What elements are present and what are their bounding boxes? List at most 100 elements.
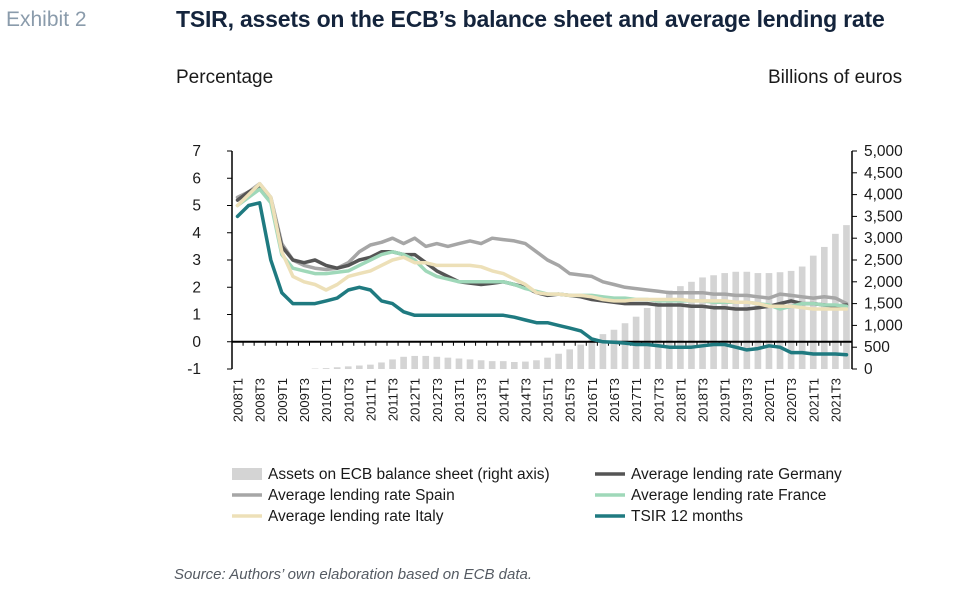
asset-bar-2012T2 [422,355,430,369]
legend: Assets on ECB balance sheet (right axis)… [232,466,842,525]
legend-label-france: Average lending rate France [631,487,826,504]
asset-bar-2014T3 [522,361,529,369]
right-tick-label: 2,000 [864,274,903,291]
x-tick-label: 2011T1 [363,378,378,421]
x-tick-label: 2018T3 [696,378,711,422]
asset-bar-2012T4 [444,357,452,369]
asset-bar-2016T1 [588,339,596,369]
right-axis-label: Billions of euros [768,67,903,88]
x-tick-label: 2010T1 [319,378,334,422]
asset-bar-2014T2 [511,362,518,369]
left-tick-label: 6 [192,170,201,187]
asset-bar-2010T1 [322,368,330,369]
asset-bar-2013T3 [477,360,485,369]
asset-bar-2017T2 [643,307,651,369]
asset-bar-2013T4 [488,361,496,369]
x-tick-label: 2009T1 [275,378,290,422]
x-tick-label: 2013T1 [452,378,467,422]
x-tick-label: 2020T3 [784,378,799,422]
x-tick-label: 2008T3 [253,378,268,422]
asset-bar-2011T4 [400,356,407,369]
legend-label-tsir: TSIR 12 months [631,508,743,525]
asset-bar-2019T3 [743,271,751,369]
x-tick-label: 2014T1 [496,378,511,422]
source-note: Source: Authors’ own elaboration based o… [174,566,533,583]
asset-bar-2012T1 [411,355,418,369]
right-tick-label: 1,000 [864,317,903,334]
asset-bar-2019T1 [721,273,728,369]
asset-bar-2014T4 [533,360,540,369]
x-tick-label: 2012T3 [430,378,445,422]
legend-label-spain: Average lending rate Spain [268,487,455,504]
x-tick-label: 2019T3 [740,378,755,422]
left-tick-label: 5 [192,198,201,215]
x-tick-label: 2012T1 [408,378,423,422]
x-tick-label: 2017T3 [651,378,666,422]
right-tick-label: 1,500 [864,296,903,313]
asset-bar-2017T3 [654,299,662,369]
asset-bar-2020T1 [765,273,773,369]
series-lines [235,181,849,357]
asset-bar-2016T3 [610,329,618,369]
asset-bar-2015T3 [566,349,573,369]
asset-bar-2021T4 [843,225,850,369]
x-tick-label: 2016T3 [607,378,622,422]
asset-bar-2012T3 [433,356,441,369]
asset-bar-2010T4 [356,365,363,369]
x-tick-label: 2021T1 [806,378,821,422]
asset-bar-2011T1 [367,364,374,369]
asset-bar-2013T1 [455,358,463,369]
series-line-italy [235,181,849,311]
asset-bar-2011T2 [378,362,385,369]
chart-title: TSIR, assets on the ECB’s balance sheet … [176,6,885,32]
asset-bar-2019T4 [754,273,762,369]
right-tick-label: 500 [864,339,890,356]
asset-bar-2018T1 [677,286,684,369]
asset-bar-2017T4 [666,290,673,369]
asset-bar-2020T2 [776,272,784,369]
x-tick-label: 2009T3 [297,378,312,422]
asset-bar-2011T3 [389,359,396,369]
asset-bar-2016T2 [599,334,607,369]
x-tick-label: 2015T1 [541,378,556,422]
assets-bars [311,225,850,369]
right-tick-label: 2,500 [864,252,903,269]
legend-swatch-assets [232,468,262,480]
x-tick-label: 2015T3 [563,378,578,422]
series-line-tsir [235,201,849,357]
right-tick-label: 5,000 [864,143,903,160]
x-tick-label: 2011T3 [386,378,401,421]
asset-bar-2018T4 [710,275,717,369]
x-tick-label: 2019T1 [718,378,733,422]
legend-label-assets: Assets on ECB balance sheet (right axis) [268,466,550,483]
left-y-ticks: 7 6 5 4 3 2 1 0 -1 [187,143,232,378]
legend-label-italy: Average lending rate Italy [268,508,444,525]
asset-bar-2019T2 [732,271,740,369]
exhibit-label: Exhibit 2 [6,8,87,31]
left-tick-label: 0 [192,334,201,351]
right-tick-label: 4,000 [864,187,903,204]
asset-bar-2018T3 [699,277,706,369]
right-tick-label: 4,500 [864,165,903,182]
asset-bar-2013T2 [466,359,474,369]
x-tick-label: 2021T3 [828,378,843,422]
asset-bar-2015T4 [577,344,585,369]
right-tick-label: 0 [864,361,873,378]
right-tick-label: 3,000 [864,230,903,247]
left-tick-label: 7 [192,143,201,160]
x-tick-label: 2010T3 [341,378,356,422]
left-tick-label: 4 [192,225,201,242]
x-tick-label: 2013T3 [474,378,489,422]
asset-bar-2016T4 [621,323,629,369]
x-tick-label: 2020T1 [762,378,777,422]
asset-bar-2018T2 [688,281,695,369]
x-tick-label: 2018T1 [673,378,688,422]
x-tick-label: 2017T1 [629,378,644,422]
left-tick-label: -1 [187,361,201,378]
asset-bar-2015T1 [544,357,551,369]
asset-bar-2015T2 [555,353,562,369]
right-y-ticks: 5,000 4,500 4,000 3,500 3,000 2,500 2,000 1,500… [852,143,903,378]
left-tick-label: 1 [192,307,201,324]
x-tick-label: 2008T1 [231,378,246,422]
